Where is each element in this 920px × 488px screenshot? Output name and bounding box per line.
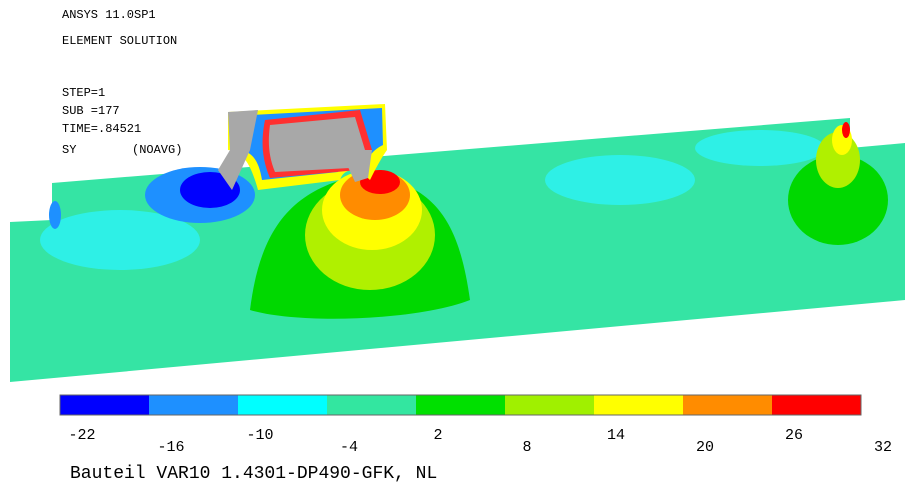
info-line: TIME=.84521: [62, 122, 141, 136]
legend-tick-label: 2: [433, 427, 442, 444]
legend-tick-label: 32: [874, 439, 892, 456]
legend-swatch: [327, 395, 416, 415]
caption: Bauteil VAR10 1.4301-DP490-GFK, NL: [70, 464, 437, 484]
header-line: ELEMENT SOLUTION: [62, 34, 177, 48]
legend-swatch: [505, 395, 594, 415]
header-line: ANSYS 11.0SP1: [62, 8, 156, 22]
legend-tick-label: -10: [246, 427, 273, 444]
legend-tick-label: 14: [607, 427, 625, 444]
legend-swatch: [683, 395, 772, 415]
legend-swatch: [149, 395, 238, 415]
legend-tick-label: -22: [68, 427, 95, 444]
legend-frame: [59, 394, 862, 416]
legend-swatch: [416, 395, 505, 415]
info-line: SUB =177: [62, 104, 120, 118]
legend-tick-label: 20: [696, 439, 714, 456]
legend-tick-label: -16: [157, 439, 184, 456]
legend-swatch: [238, 395, 327, 415]
legend-swatch: [60, 395, 149, 415]
contour-model: [10, 104, 905, 382]
legend-tick-label: -4: [340, 439, 358, 456]
legend-tick-label: 8: [522, 439, 531, 456]
legend: -22 -16 -10 -4 2 8 14 20 26 32: [59, 394, 892, 456]
legend-swatch: [772, 395, 861, 415]
legend-swatch: [594, 395, 683, 415]
legend-tick-label: 26: [785, 427, 803, 444]
info-line: STEP=1: [62, 86, 105, 100]
result-option: (NOAVG): [132, 143, 182, 157]
result-label: SY: [62, 143, 76, 157]
